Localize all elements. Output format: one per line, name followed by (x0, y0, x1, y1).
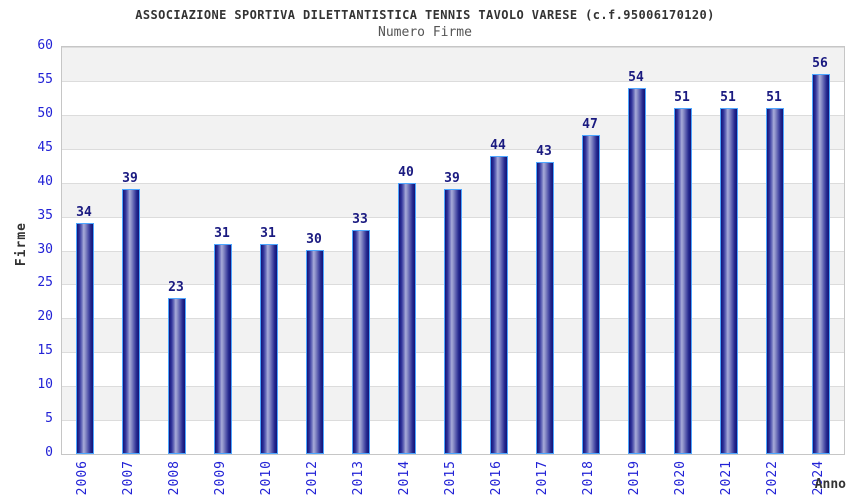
x-tick-label: 2012 (305, 460, 320, 496)
x-tick-label: 2007 (121, 460, 136, 496)
bar-2013 (352, 230, 370, 454)
x-tick-label: 2008 (167, 460, 182, 496)
x-tick-label: 2018 (581, 460, 596, 496)
y-tick-label: 45 (37, 139, 53, 155)
bar-2022 (766, 108, 784, 454)
y-tick-label: 20 (37, 309, 53, 325)
bar-2019 (628, 88, 646, 454)
bar-value-label: 44 (490, 138, 506, 153)
x-axis-title: Anno (814, 477, 846, 492)
y-tick-label: 0 (45, 445, 53, 460)
bar-value-label: 31 (260, 226, 276, 241)
bar-2010 (260, 244, 278, 454)
y-axis-title: Firme (14, 222, 29, 267)
bar-2009 (214, 244, 232, 454)
x-tick-label: 2017 (535, 460, 550, 496)
x-tick-label: 2022 (765, 460, 780, 496)
bar-value-label: 33 (352, 212, 368, 227)
y-tick-label: 50 (37, 105, 53, 121)
y-tick-label: 30 (37, 241, 53, 257)
bar-2007 (122, 189, 140, 454)
x-tick-label: 2009 (213, 460, 228, 496)
bar-2015 (444, 189, 462, 454)
grid-band (62, 114, 844, 149)
bar-2012 (306, 250, 324, 454)
grid-band (62, 47, 844, 81)
bar-2008 (168, 298, 186, 454)
y-tick-label: 55 (37, 71, 53, 87)
x-tick-label: 2006 (75, 460, 90, 496)
bar-value-label: 56 (812, 56, 828, 71)
bar-2021 (720, 108, 738, 454)
bar-2017 (536, 162, 554, 454)
y-tick-label: 5 (45, 411, 53, 427)
chart-subtitle: Numero Firme (378, 25, 472, 40)
bar-value-label: 40 (398, 165, 414, 180)
bar-value-label: 39 (122, 171, 138, 186)
bar-2016 (490, 156, 508, 454)
x-tick-label: 2014 (397, 460, 412, 496)
bar-value-label: 34 (76, 205, 92, 220)
grid-band (62, 80, 844, 115)
y-tick-label: 25 (37, 275, 53, 291)
x-tick-label: 2021 (719, 460, 734, 496)
x-tick-label: 2016 (489, 460, 504, 496)
y-tick-label: 40 (37, 173, 53, 189)
chart-title: ASSOCIAZIONE SPORTIVA DILETTANTISTICA TE… (135, 8, 715, 22)
bar-value-label: 43 (536, 144, 552, 159)
bar-2020 (674, 108, 692, 454)
y-tick-label: 15 (37, 343, 53, 359)
x-tick-label: 2013 (351, 460, 366, 496)
y-tick-label: 10 (37, 377, 53, 393)
bar-value-label: 30 (306, 232, 322, 247)
bar-value-label: 51 (766, 90, 782, 105)
plot-area (61, 46, 845, 455)
bar-value-label: 51 (674, 90, 690, 105)
bar-value-label: 51 (720, 90, 736, 105)
x-tick-label: 2015 (443, 460, 458, 496)
bar-value-label: 39 (444, 171, 460, 186)
bar-2006 (76, 223, 94, 454)
y-tick-label: 35 (37, 207, 53, 223)
grid-band (62, 148, 844, 183)
bar-2014 (398, 183, 416, 454)
bar-value-label: 47 (582, 117, 598, 132)
bar-value-label: 54 (628, 70, 644, 85)
bar-value-label: 31 (214, 226, 230, 241)
bar-value-label: 23 (168, 280, 184, 295)
x-tick-label: 2019 (627, 460, 642, 496)
x-tick-label: 2010 (259, 460, 274, 496)
x-tick-label: 2020 (673, 460, 688, 496)
bar-2018 (582, 135, 600, 454)
bar-2024 (812, 74, 830, 454)
y-tick-label: 60 (37, 38, 53, 53)
